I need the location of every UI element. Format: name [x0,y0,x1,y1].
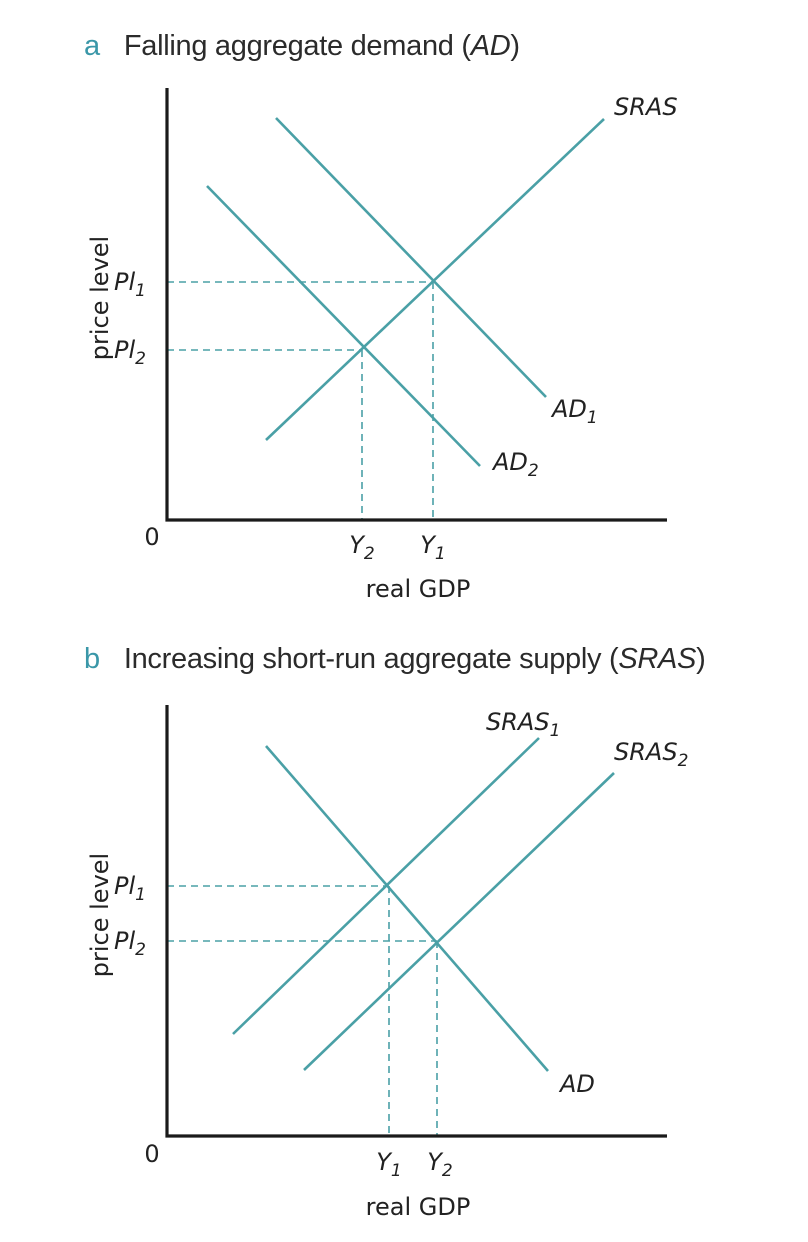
panel-b-title: b Increasing short-run aggregate supply (… [84,643,706,676]
panel-a-y1-label: Y1 [420,531,446,564]
panel-a-y1-sub: 1 [435,544,446,564]
panel-b-sras2-main: SRAS [614,738,678,766]
panel-b-sras2-curve [303,772,615,1071]
panel-b-pl2-sub: 2 [135,940,146,960]
panel-b-y1-main: Y [376,1148,393,1176]
panel-a-ad2-label: AD2 [491,448,539,481]
panel-b-letter: b [84,643,100,675]
panel-b-title-prefix: Increasing short-run aggregate supply ( [123,643,619,675]
panel-b-x-axis-label: real GDP [366,1193,471,1221]
panel-a-ad1-main: AD [550,395,587,423]
panel-b-y2-sub: 2 [442,1161,453,1181]
panel-b-pl1-main: Pl [114,872,135,900]
panel-b-y-axis-label: price level [86,853,114,977]
panel-a-y2-sub: 2 [364,544,375,564]
panel-a-pl1-label: Pl1 [114,268,146,301]
panel-b-y2-main: Y [427,1148,444,1176]
panel-b-ad-curve [265,745,549,1072]
panel-a-origin-label: 0 [144,523,159,551]
panel-b-diagram: price level real GDP 0 Pl1 Pl2 Y1 Y2 SRA… [86,705,688,1221]
panel-a-pl2-main: Pl [114,336,135,364]
panel-b-title-abbr: SRAS [618,643,697,675]
panel-a-letter: a [84,30,100,62]
panel-b-pl2-label: Pl2 [114,927,146,960]
panel-a-y2-label: Y2 [349,531,375,564]
panel-a-ad2-sub: 2 [528,461,539,481]
panel-b-sras1-sub: 1 [550,721,561,741]
panel-a-ad1-sub: 1 [587,408,598,428]
panel-b-title-suffix: ) [696,643,706,675]
panel-b-y1-sub: 1 [391,1161,402,1181]
panel-b-pl2-main: Pl [114,927,135,955]
panel-a-pl1-main: Pl [114,268,135,296]
panel-b-ad-main: AD [558,1070,595,1098]
panel-a-title-suffix: ) [510,30,520,62]
panel-b-pl1-sub: 1 [135,885,146,905]
panel-a-ad1-curve [275,117,547,398]
panel-a-pl2-label: Pl2 [114,336,146,369]
panel-a-title-prefix: Falling aggregate demand ( [123,30,471,62]
panel-b-sras1-main: SRAS [486,708,550,736]
panel-a-diagram: price level real GDP 0 Pl1 Pl2 Y2 Y1 SRA… [86,88,678,603]
panel-a-sras-curve [265,118,605,441]
panel-a-pl2-sub: 2 [135,349,146,369]
panel-b-pl1-label: Pl1 [114,872,146,905]
panel-b-sras2-label: SRAS2 [614,738,688,771]
panel-b-sras1-label: SRAS1 [486,708,560,741]
panel-a-ad1-label: AD1 [550,395,598,428]
panel-a-y2-main: Y [349,531,366,559]
panel-a-pl1-sub: 1 [135,281,146,301]
panel-b-sras2-sub: 2 [678,751,689,771]
panel-a-title-abbr: AD [470,30,511,62]
panel-a-ad2-curve [206,185,481,467]
panel-a-ad2-main: AD [491,448,528,476]
panel-b-ad-label: AD [558,1070,595,1098]
panel-a-title: a Falling aggregate demand (AD) [84,30,520,63]
panel-a-sras-main: SRAS [614,93,678,121]
panel-a-y-axis-label: price level [86,236,114,360]
panel-a-x-axis-label: real GDP [366,575,471,603]
panel-b-origin-label: 0 [144,1140,159,1168]
panel-a-y1-main: Y [420,531,437,559]
panel-b-y1-label: Y1 [376,1148,402,1181]
panel-a-axes [165,88,667,522]
panel-b-axes [165,705,667,1138]
panel-b-y2-label: Y2 [427,1148,453,1181]
panel-a-sras-label: SRAS [614,93,678,121]
